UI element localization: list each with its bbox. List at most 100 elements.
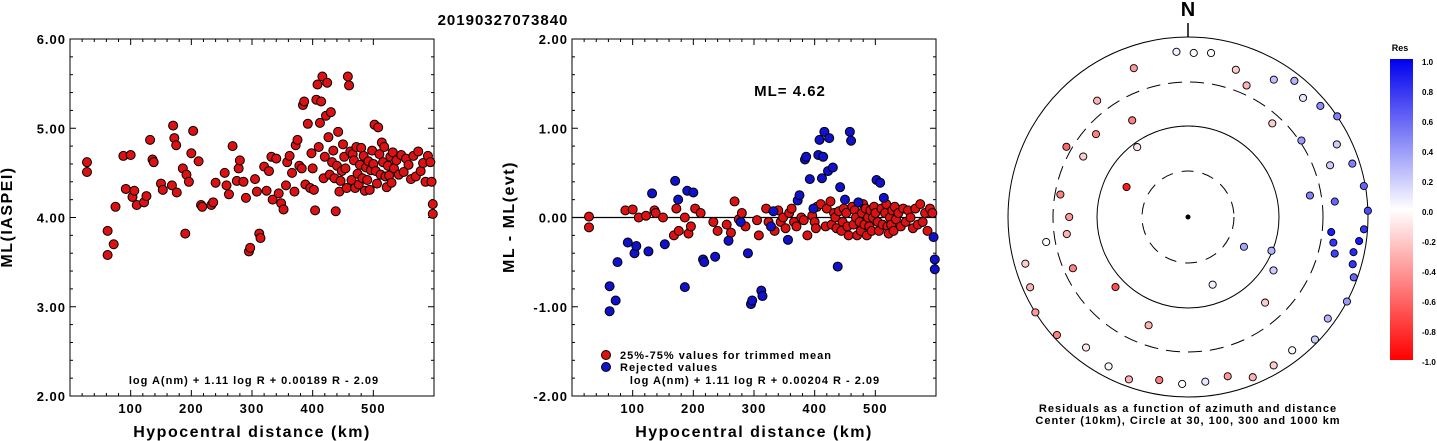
rejected-point — [612, 257, 623, 268]
data-point — [278, 204, 289, 215]
data-point — [427, 208, 438, 219]
colorbar-title: Res — [1392, 43, 1409, 53]
kept-point — [786, 203, 797, 214]
left-chart: 100 200 300 400 500 2.00 3.00 4.00 5.00 6.00 log … — [0, 32, 438, 441]
residual-point — [1268, 119, 1277, 128]
data-point — [166, 180, 177, 191]
data-point — [312, 79, 323, 90]
residual-point — [1269, 266, 1278, 275]
rejected-point — [832, 261, 843, 272]
circle-300km — [1052, 81, 1324, 353]
residual-point — [1298, 93, 1308, 102]
data-point — [245, 242, 256, 253]
left-xlabel: Hypocentral distance (km) — [133, 424, 371, 441]
polar-caption-line1: Residuals as a function of azimuth and d… — [1039, 403, 1337, 415]
y-tick-label: 3.00 — [37, 300, 66, 315]
data-point — [183, 176, 194, 187]
rejected-point — [835, 182, 846, 193]
residual-point — [1021, 259, 1030, 268]
rejected-point — [840, 194, 850, 205]
residual-point — [1079, 152, 1088, 161]
residual-point — [1323, 314, 1332, 323]
x-tick-label: 300 — [742, 401, 767, 416]
data-point — [129, 185, 140, 196]
rejected-point — [643, 246, 654, 257]
left-plot-frame — [69, 38, 435, 397]
kept-point — [673, 225, 684, 236]
residual-point — [1062, 142, 1071, 151]
kept-point — [825, 196, 836, 207]
data-point — [81, 157, 92, 168]
rejected-point — [679, 282, 690, 293]
middle-points — [583, 126, 940, 317]
middle-ticks: 100 200 300 400 500 -2.00 -1.00 0.00 1.00 2.00 — [533, 32, 936, 416]
residual-point — [1128, 116, 1137, 125]
rejected-point — [928, 232, 939, 243]
data-point — [197, 201, 208, 212]
kept-point — [802, 230, 813, 241]
data-point — [108, 239, 119, 250]
residual-point — [1124, 375, 1133, 384]
residual-point — [1326, 161, 1335, 170]
data-point — [403, 159, 414, 170]
rejected-point — [670, 175, 681, 186]
data-point — [342, 71, 353, 82]
kept-point — [736, 208, 747, 219]
residual-point — [1104, 362, 1113, 371]
ml-annotation: ML= 4.62 — [754, 83, 826, 100]
residual-point — [1144, 321, 1153, 330]
residual-point — [1332, 140, 1341, 149]
residual-point — [1342, 297, 1351, 306]
data-point — [148, 157, 159, 168]
x-tick-label: 200 — [681, 401, 706, 416]
residual-point — [1363, 206, 1372, 215]
residual-point — [1155, 376, 1164, 385]
left-points — [81, 71, 438, 260]
legend-kept-label: 25%-75% values for trimmed mean — [620, 350, 832, 362]
kept-point — [780, 223, 791, 234]
rejected-point — [929, 264, 940, 275]
left-formula: log A(nm) + 1.11 log R + 0.00189 R - 2.0… — [129, 375, 379, 387]
kept-point — [798, 215, 809, 226]
data-point — [314, 117, 325, 128]
data-point — [186, 148, 197, 159]
kept-point — [729, 196, 740, 207]
polar-caption-line2: Center (10km), Circle at 30, 100, 300 an… — [1035, 415, 1340, 427]
data-point — [280, 180, 291, 191]
data-point — [426, 176, 437, 187]
data-point — [208, 197, 219, 208]
kept-point — [712, 225, 723, 236]
residual-point — [1305, 191, 1315, 200]
data-point — [364, 184, 375, 195]
polar-chart: N Residuals as a function of azimuth and… — [1007, 0, 1372, 427]
kept-point — [843, 230, 854, 241]
data-point — [271, 153, 282, 164]
residual-point — [1091, 130, 1101, 139]
data-point — [328, 145, 339, 156]
residual-point — [1330, 249, 1339, 258]
data-point — [302, 118, 313, 129]
circle-100km — [1096, 125, 1280, 309]
data-point — [330, 206, 341, 217]
rejected-point — [699, 257, 710, 268]
rejected-point — [622, 237, 633, 248]
rejected-point — [610, 295, 621, 306]
middle-xlabel: Hypocentral distance (km) — [635, 424, 873, 441]
data-point — [379, 141, 390, 152]
data-point — [102, 249, 113, 260]
colorbar-tick-label: 0.2 — [1422, 178, 1434, 187]
kept-point — [753, 230, 764, 241]
middle-formula: log A(nm) + 1.11 log R + 0.00204 R - 2.0… — [630, 375, 880, 387]
kept-point — [922, 225, 933, 236]
residual-point — [1129, 64, 1138, 73]
kept-point — [641, 210, 652, 221]
data-point — [180, 228, 191, 239]
data-point — [425, 157, 436, 168]
data-point — [374, 149, 385, 160]
residual-point — [1223, 372, 1232, 381]
colorbar-tick-label: -0.4 — [1422, 268, 1436, 277]
residual-point — [1242, 81, 1251, 90]
rejected-point — [827, 162, 838, 173]
data-point — [110, 201, 121, 212]
data-point — [102, 225, 113, 236]
